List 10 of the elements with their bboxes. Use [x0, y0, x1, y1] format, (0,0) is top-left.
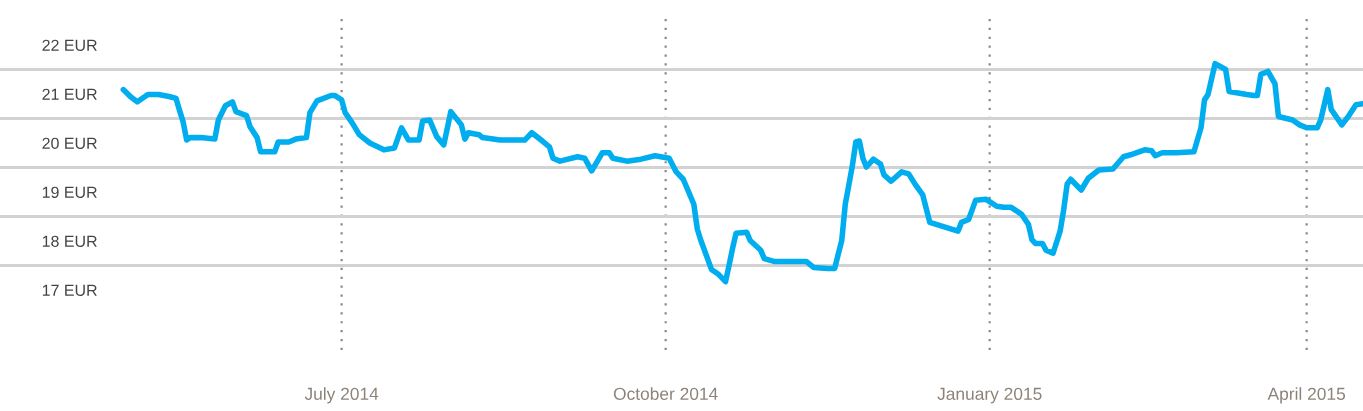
y-tick-label: 19 EUR [42, 186, 97, 198]
x-tick-label: January 2015 [937, 387, 1042, 404]
y-tick-label: 22 EUR [42, 39, 97, 51]
x-tick-label: July 2014 [304, 387, 379, 404]
y-tick-label: 21 EUR [42, 88, 97, 100]
y-tick-label: 20 EUR [42, 137, 97, 149]
y-tick-label: 18 EUR [42, 235, 97, 247]
x-tick-label: April 2015 [1267, 387, 1346, 404]
x-tick-label: October 2014 [613, 387, 718, 400]
y-tick-label: 17 EUR [42, 284, 97, 296]
